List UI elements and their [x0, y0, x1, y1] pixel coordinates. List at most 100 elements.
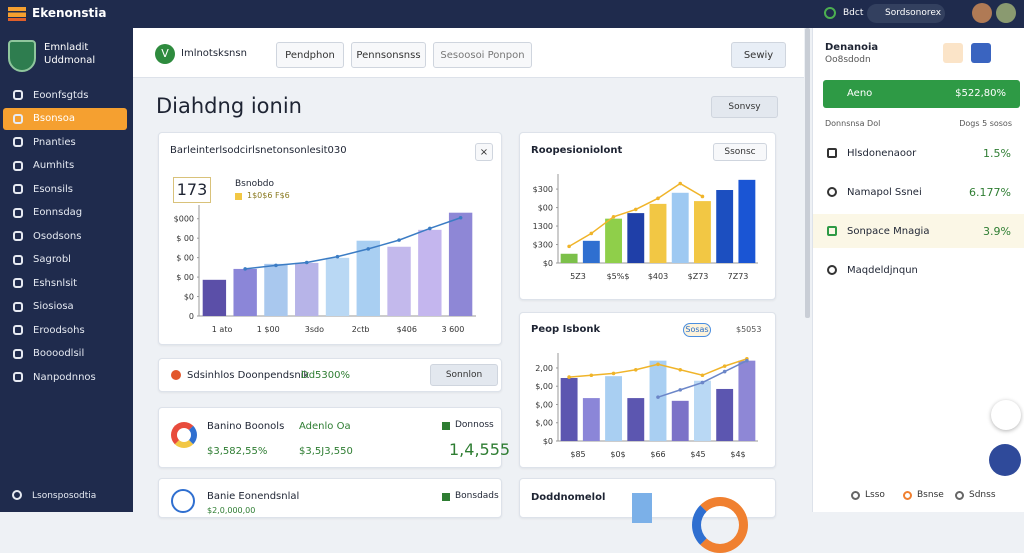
menu-item[interactable]: Osodsons: [3, 225, 127, 247]
status[interactable]: Bdct: [843, 8, 864, 18]
search[interactable]: Sordsonorex: [867, 4, 945, 23]
menu-item[interactable]: Eroodsohs: [3, 319, 127, 341]
menu-icon: [13, 90, 23, 100]
bar: [202, 279, 227, 316]
x-tick-label: $403: [648, 272, 668, 281]
x-tick-label: 3sdo: [305, 325, 324, 334]
menu-icon: [13, 207, 23, 218]
trend-point: [700, 194, 705, 199]
row-label: Hlsdonenaoor: [847, 147, 917, 159]
menu-item[interactable]: Esonsils: [3, 178, 127, 200]
chart: 0 $0 $ 00 $ 00 $ 00 $000 1 ato 1 $00 3sdo 2ctb $40…: [174, 205, 476, 334]
menu-label: Aumhits: [33, 160, 75, 171]
menu-icon: [13, 348, 23, 359]
x-tick-label: 3 600: [441, 325, 464, 334]
card-title: Peop Isbonk: [531, 324, 601, 335]
strip-button[interactable]: Sonnlon: [430, 364, 498, 386]
footer-label[interactable]: Sdnss: [969, 490, 996, 500]
bar: [560, 253, 578, 263]
panel-row[interactable]: Maqdeldjnqun: [813, 253, 1024, 287]
brand: Ekenonstia: [32, 6, 107, 20]
header: V Imlnotsksnsn Pendphon Pennsonsnss Seso…: [133, 28, 804, 78]
y-tick-label: $0: [543, 259, 553, 268]
float-button[interactable]: [989, 444, 1021, 476]
y-tick-label: $0: [184, 293, 194, 302]
panel-subtitle: Oo8sdodn: [825, 55, 871, 65]
brand-icon: [8, 7, 26, 21]
trend-point: [589, 231, 594, 236]
badge[interactable]: Ssonsc: [713, 143, 767, 161]
y-tick-label: $0: [543, 437, 553, 446]
menu-label: Esonsils: [33, 183, 73, 195]
sidebar-footer[interactable]: Lsonsposodtia: [32, 491, 97, 501]
bar: [627, 398, 645, 441]
menu-item[interactable]: Sagrobl: [3, 249, 127, 271]
trend-point: [678, 388, 683, 392]
action-button[interactable]: Sonvsy: [711, 96, 778, 118]
trend-point: [304, 260, 309, 265]
panel-icon[interactable]: [943, 43, 963, 63]
menu-label: Sagrobl: [33, 254, 71, 265]
org-name: Emnladit: [44, 42, 89, 53]
panel-row[interactable]: Hlsdonenaoor 1.5%: [813, 136, 1024, 170]
summary-label: Bonsdads: [455, 491, 499, 501]
avatar[interactable]: [996, 3, 1016, 23]
menu-item[interactable]: Bsonsoa: [3, 107, 127, 130]
avatar[interactable]: [972, 3, 992, 23]
row-icon: [827, 265, 837, 275]
footer-label[interactable]: Bsnse: [917, 490, 944, 500]
menu-item[interactable]: Eoonfsgtds: [3, 84, 127, 106]
trend-point: [589, 373, 594, 378]
chart-card: Barleinterlsodcirlsnetonsonlesit030 × 17…: [158, 132, 502, 345]
bar: [738, 360, 756, 441]
close-button[interactable]: ×: [475, 143, 493, 161]
trend-point: [633, 207, 638, 212]
chart-card: Doddnomelol: [519, 478, 776, 553]
x-tick-label: $66: [650, 450, 665, 459]
menu-item[interactable]: Siosiosa: [3, 296, 127, 318]
top-bar: Ekenonstia Bdct Sordsonorex: [0, 0, 1024, 28]
bar: [716, 190, 734, 263]
footer-label[interactable]: Lsso: [865, 490, 885, 500]
trend-point: [633, 367, 638, 372]
highlight-value: $522,80%: [955, 88, 1006, 99]
x-tick-label: 5Z3: [570, 272, 586, 281]
menu-item[interactable]: Eshsnlsit: [3, 272, 127, 294]
chart-card: Peop Isbonk Sosas $5053 $0 $,00 $,00 $,00 2,…: [519, 312, 776, 468]
menu-item[interactable]: Eonnsdag: [3, 202, 127, 224]
header-button[interactable]: Pennsonsnss: [351, 42, 426, 68]
header-button[interactable]: Pendphon: [276, 42, 344, 68]
bar: [325, 257, 350, 316]
panel-icon[interactable]: [971, 43, 991, 63]
header-logo: V: [155, 44, 175, 64]
y-tick-label: $ 00: [176, 234, 194, 243]
bar: [627, 213, 645, 263]
badge[interactable]: Sosas: [683, 323, 711, 337]
menu-item[interactable]: Nanpodnnos: [3, 366, 127, 388]
footer-icon: [851, 491, 860, 500]
panel-row[interactable]: Sonpace Mnagia 3.9%: [813, 214, 1024, 248]
menu-icon: [13, 231, 23, 241]
y-tick-label: $,00: [535, 419, 553, 428]
menu-label: Eroodsohs: [33, 324, 85, 336]
header-button[interactable]: Sesoosoi Ponpon: [433, 42, 532, 68]
trend-point: [700, 380, 705, 385]
summary-card: Banino Boonols $3,582,55% Adenlo Oa $3,5…: [158, 407, 510, 468]
donut-icon: [171, 422, 197, 448]
y-tick-label: $300: [533, 241, 553, 250]
row-label: Maqdeldjnqun: [847, 264, 918, 276]
search-button[interactable]: Sewiy: [731, 42, 786, 68]
menu-item[interactable]: Aumhits: [3, 155, 127, 177]
float-button[interactable]: [991, 400, 1021, 430]
menu-item[interactable]: Pnanties: [3, 131, 127, 153]
trend-point: [656, 395, 660, 399]
row-label: Namapol Ssnei: [847, 186, 922, 198]
trend-point: [397, 238, 401, 242]
panel-highlight[interactable]: Aeno $522,80%: [823, 80, 1020, 108]
summary-name: Banino Boonols: [207, 421, 285, 432]
bar: [264, 263, 288, 316]
trend-point: [243, 267, 247, 271]
menu-item[interactable]: Boooodlsil: [3, 343, 127, 365]
panel-row[interactable]: Namapol Ssnei 6.177%: [813, 175, 1024, 209]
bar: [649, 360, 667, 441]
